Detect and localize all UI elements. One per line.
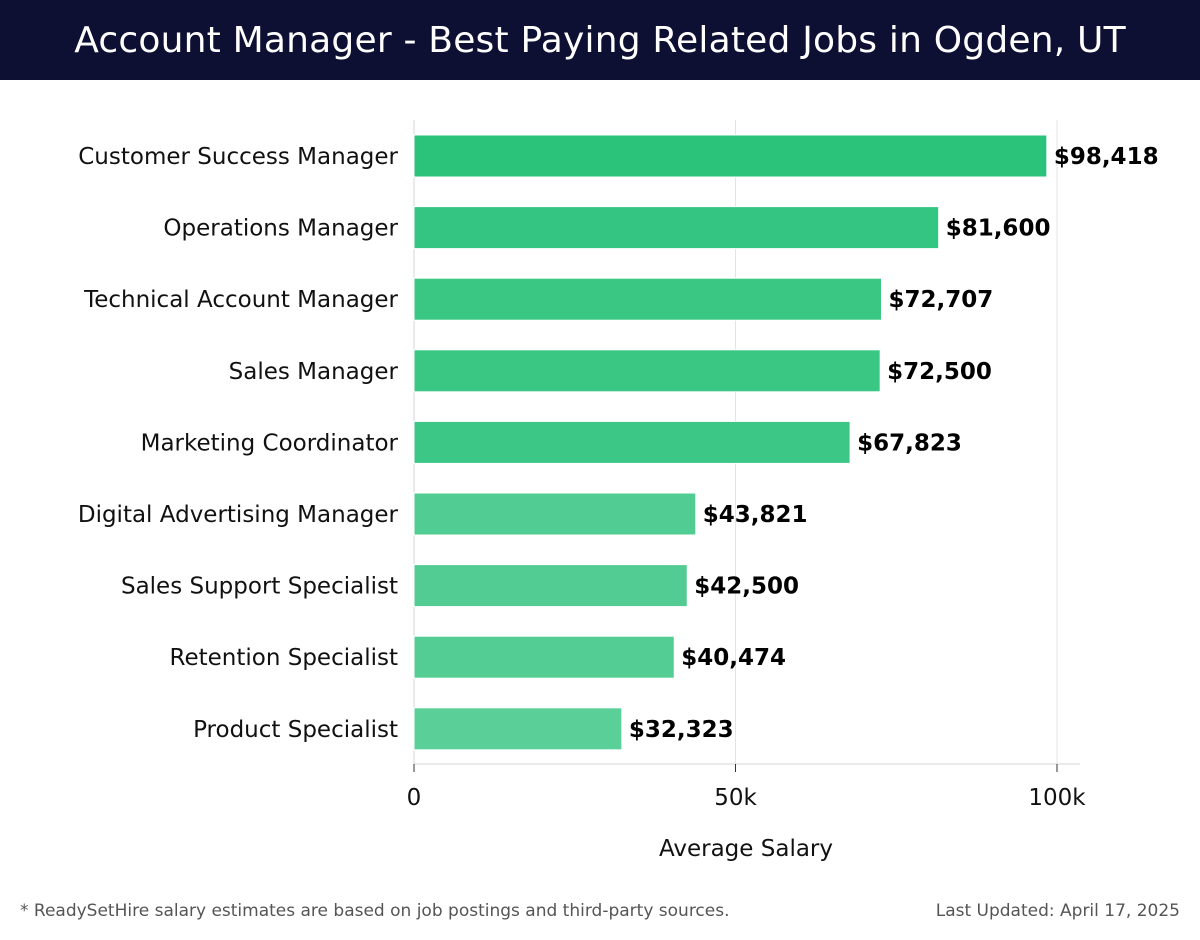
bar	[413, 492, 697, 536]
bar	[413, 564, 688, 608]
category-label: Retention Specialist	[170, 645, 398, 671]
bar	[413, 635, 675, 679]
value-label: $40,474	[681, 645, 786, 671]
value-label: $32,323	[629, 717, 734, 743]
chart-title: Account Manager - Best Paying Related Jo…	[74, 19, 1126, 61]
value-label: $43,821	[703, 502, 808, 528]
source-note: * ReadySetHire salary estimates are base…	[20, 901, 730, 921]
category-label: Sales Manager	[229, 359, 399, 385]
value-label: $81,600	[946, 216, 1051, 242]
bar	[413, 420, 851, 464]
x-tick-label: 0	[407, 785, 422, 811]
bar	[413, 707, 623, 751]
value-label: $98,418	[1054, 144, 1159, 170]
category-label: Customer Success Manager	[78, 144, 398, 170]
chart-header: Account Manager - Best Paying Related Jo…	[0, 0, 1200, 80]
category-label: Technical Account Manager	[83, 287, 398, 313]
category-label: Marketing Coordinator	[141, 430, 399, 456]
value-label: $72,707	[889, 287, 994, 313]
category-label: Sales Support Specialist	[121, 574, 398, 600]
value-label: $67,823	[857, 430, 962, 456]
value-label: $42,500	[694, 574, 799, 600]
bar	[413, 206, 940, 250]
category-label: Product Specialist	[193, 717, 398, 743]
value-label: $72,500	[887, 359, 992, 385]
bar	[413, 134, 1048, 178]
category-label: Digital Advertising Manager	[78, 502, 399, 528]
bar	[413, 277, 883, 321]
x-tick-label: 50k	[714, 785, 757, 811]
last-updated: Last Updated: April 17, 2025	[935, 901, 1180, 921]
bar	[413, 349, 881, 393]
x-tick-label: 100k	[1028, 785, 1086, 811]
category-label: Operations Manager	[163, 216, 398, 242]
x-axis-title: Average Salary	[659, 836, 833, 862]
